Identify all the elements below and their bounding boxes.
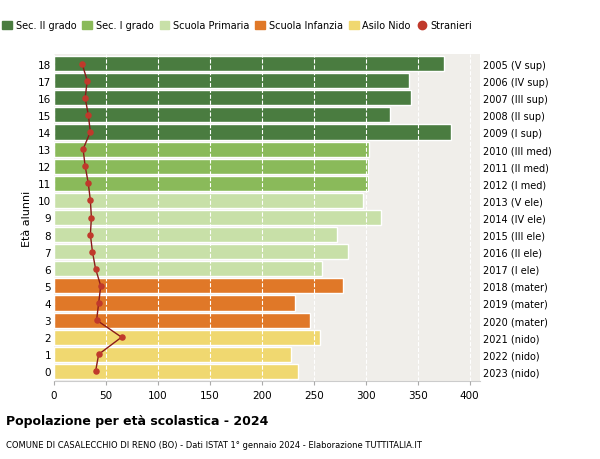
Bar [54,159,368,174]
Point [91,368,100,375]
Text: Popolazione per età scolastica - 2024: Popolazione per età scolastica - 2024 [6,414,268,428]
Bar [54,228,337,243]
Bar [54,347,291,362]
Point [88,248,97,256]
Bar [54,125,451,140]
Y-axis label: Età alunni: Età alunni [22,190,32,246]
Bar [54,313,310,328]
Point [86,231,95,239]
Point [86,214,96,222]
Bar [54,364,298,379]
Text: COMUNE DI CASALECCHIO DI RENO (BO) - Dati ISTAT 1° gennaio 2024 - Elaborazione T: COMUNE DI CASALECCHIO DI RENO (BO) - Dat… [6,441,422,449]
Point [94,351,103,358]
Point [80,95,90,102]
Bar [54,193,362,208]
Bar [54,176,368,191]
Point [82,78,92,85]
Point [94,300,103,307]
Bar [54,74,409,89]
Legend: Sec. II grado, Sec. I grado, Scuola Primaria, Scuola Infanzia, Asilo Nido, Stran: Sec. II grado, Sec. I grado, Scuola Prim… [0,17,476,35]
Point [77,61,87,68]
Bar [54,296,295,311]
Bar [54,262,322,277]
Bar [54,91,412,106]
Bar [54,279,343,294]
Point [92,317,101,324]
Bar [54,330,320,345]
Point [117,334,127,341]
Bar [54,108,389,123]
Point [96,283,106,290]
Point [78,146,88,153]
Point [86,197,95,205]
Bar [54,245,348,260]
Point [80,163,90,170]
Point [86,129,95,136]
Bar [54,57,443,72]
Point [83,112,93,119]
Bar [54,211,381,225]
Bar [54,142,369,157]
Point [91,266,100,273]
Point [83,180,93,188]
